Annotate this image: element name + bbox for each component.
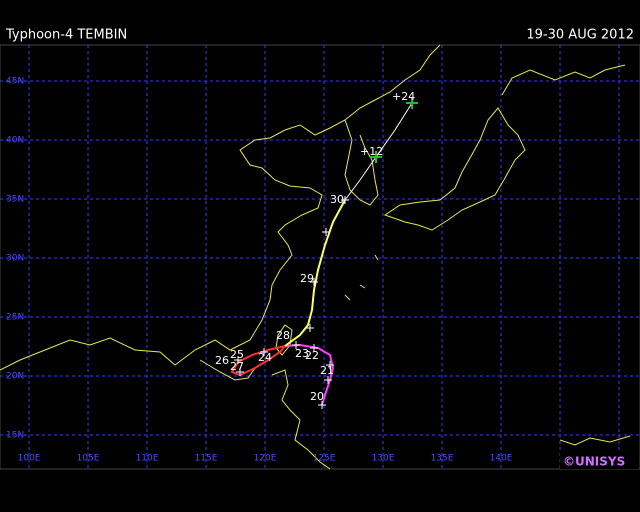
track-label: 27 <box>230 360 244 373</box>
track-labels: 20 21 22 23 24 25 26 27 28 29 30 +12 +24 <box>215 90 415 403</box>
storm-track <box>230 97 418 409</box>
track-segment <box>284 343 335 406</box>
track-label: 22 <box>305 349 319 362</box>
track-label: 30 <box>330 193 344 206</box>
track-label: 20 <box>310 390 324 403</box>
longitude-label: 110E <box>136 454 159 464</box>
forecast-marks <box>370 97 418 163</box>
longitude-label: 135E <box>431 454 454 464</box>
forecast-label: +12 <box>360 145 383 158</box>
credit-box <box>560 452 638 469</box>
longitude-label: 130E <box>372 454 395 464</box>
longitude-label: 120E <box>254 454 277 464</box>
latitude-label: 15N <box>6 431 24 441</box>
forecast-label: +24 <box>392 90 415 103</box>
coastline <box>383 107 526 231</box>
track-label: 26 <box>215 354 229 367</box>
latitude-label: 20N <box>6 372 24 382</box>
storm-title: Typhoon-4 TEMBIN <box>5 28 127 43</box>
coastline <box>275 324 293 356</box>
coastline <box>199 359 256 381</box>
longitude-labels: 100E 105E 110E 115E 120E 125E 130E 135E … <box>18 454 513 464</box>
coastline <box>501 64 626 96</box>
latitude-label: 30N <box>6 254 24 264</box>
coastline <box>0 44 441 371</box>
credit: ©UNISYS <box>563 455 625 469</box>
track-label: 24 <box>258 351 272 364</box>
coastline <box>559 435 631 446</box>
grid <box>0 45 640 469</box>
track-segment <box>284 199 346 347</box>
coastlines <box>0 44 631 470</box>
latitude-labels: 45N 40N 35N 30N 25N 20N 15N <box>6 77 24 441</box>
track-label: 29 <box>300 272 314 285</box>
longitude-label: 115E <box>195 454 218 464</box>
track-label: 28 <box>276 329 290 342</box>
longitude-label: 100E <box>18 454 41 464</box>
latitude-label: 40N <box>6 136 24 146</box>
coastline <box>271 369 331 470</box>
latitude-label: 35N <box>6 195 24 205</box>
track-label: 21 <box>320 364 334 377</box>
map-frame <box>0 44 640 470</box>
track-ticks <box>234 196 349 409</box>
track-label: 23 <box>295 347 309 360</box>
coastline <box>344 254 379 301</box>
longitude-label: 105E <box>77 454 100 464</box>
latitude-label: 45N <box>6 77 24 87</box>
track-label: 25 <box>230 348 244 361</box>
longitude-label: 125E <box>313 454 336 464</box>
latitude-label: 25N <box>6 313 24 323</box>
date-range: 19-30 AUG 2012 <box>526 28 634 43</box>
longitude-label: 140E <box>490 454 513 464</box>
